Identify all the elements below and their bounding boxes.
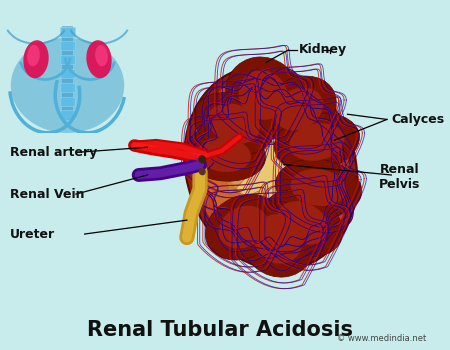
Text: © www.medindia.net: © www.medindia.net — [337, 334, 426, 343]
Ellipse shape — [207, 103, 260, 144]
Ellipse shape — [184, 66, 357, 270]
Polygon shape — [63, 26, 72, 121]
Text: Renal Vein: Renal Vein — [10, 188, 85, 201]
Polygon shape — [60, 83, 75, 92]
Polygon shape — [60, 41, 75, 50]
Text: Renal
Pelvis: Renal Pelvis — [379, 163, 421, 191]
Ellipse shape — [239, 70, 288, 120]
Polygon shape — [220, 114, 255, 151]
Text: Ureter: Ureter — [10, 228, 55, 240]
Ellipse shape — [289, 123, 345, 161]
Ellipse shape — [291, 169, 346, 206]
Ellipse shape — [241, 201, 316, 277]
Polygon shape — [60, 97, 75, 106]
Polygon shape — [60, 55, 75, 64]
Ellipse shape — [86, 40, 112, 78]
Ellipse shape — [263, 189, 342, 257]
Polygon shape — [60, 27, 75, 37]
Polygon shape — [287, 185, 321, 222]
Text: Calyces: Calyces — [391, 113, 444, 126]
Polygon shape — [241, 103, 288, 140]
Ellipse shape — [274, 113, 360, 171]
Ellipse shape — [198, 155, 206, 164]
Ellipse shape — [225, 129, 294, 200]
Ellipse shape — [205, 194, 281, 260]
Ellipse shape — [277, 201, 328, 245]
Ellipse shape — [219, 206, 268, 248]
Polygon shape — [253, 196, 301, 233]
Ellipse shape — [261, 76, 336, 142]
Polygon shape — [223, 158, 251, 196]
Ellipse shape — [199, 168, 206, 175]
Ellipse shape — [194, 92, 274, 155]
Polygon shape — [279, 106, 317, 145]
Ellipse shape — [274, 88, 323, 131]
Ellipse shape — [225, 57, 301, 133]
Polygon shape — [225, 191, 263, 230]
Polygon shape — [60, 110, 75, 120]
Ellipse shape — [198, 138, 251, 172]
Ellipse shape — [275, 159, 362, 216]
Ellipse shape — [23, 40, 49, 78]
Text: Renal artery: Renal artery — [10, 146, 97, 159]
Ellipse shape — [204, 89, 338, 247]
Text: Renal Tubular Acidosis: Renal Tubular Acidosis — [87, 320, 353, 340]
Text: Kidney: Kidney — [299, 43, 347, 56]
Polygon shape — [291, 140, 319, 178]
Polygon shape — [60, 69, 75, 78]
Ellipse shape — [254, 214, 303, 264]
Ellipse shape — [192, 75, 350, 261]
Ellipse shape — [95, 45, 108, 66]
Ellipse shape — [183, 128, 266, 181]
Ellipse shape — [11, 38, 124, 133]
Ellipse shape — [27, 45, 40, 66]
